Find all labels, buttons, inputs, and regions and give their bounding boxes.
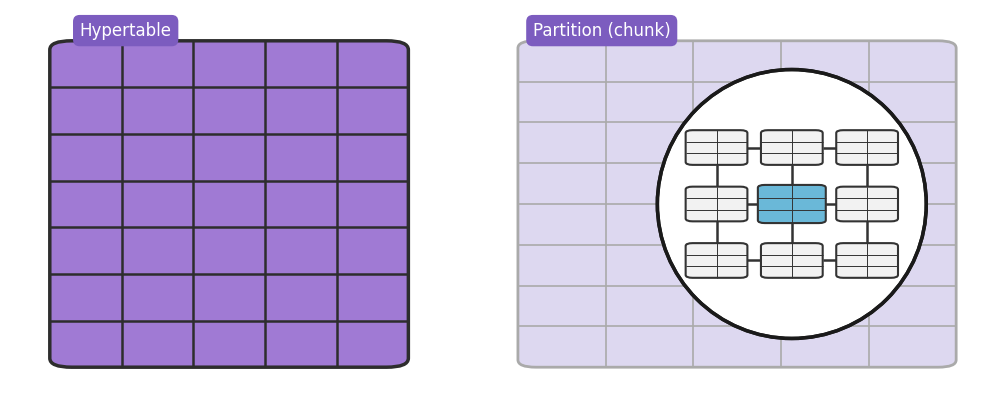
FancyBboxPatch shape xyxy=(518,41,956,367)
FancyBboxPatch shape xyxy=(685,187,747,221)
FancyBboxPatch shape xyxy=(761,243,823,278)
FancyBboxPatch shape xyxy=(758,185,826,223)
FancyBboxPatch shape xyxy=(50,41,408,367)
FancyBboxPatch shape xyxy=(837,243,898,278)
FancyBboxPatch shape xyxy=(685,243,747,278)
Text: Partition (chunk): Partition (chunk) xyxy=(533,22,670,40)
FancyBboxPatch shape xyxy=(837,187,898,221)
FancyBboxPatch shape xyxy=(761,130,823,165)
FancyBboxPatch shape xyxy=(685,130,747,165)
Ellipse shape xyxy=(657,69,926,339)
Text: Hypertable: Hypertable xyxy=(80,22,171,40)
FancyBboxPatch shape xyxy=(837,130,898,165)
